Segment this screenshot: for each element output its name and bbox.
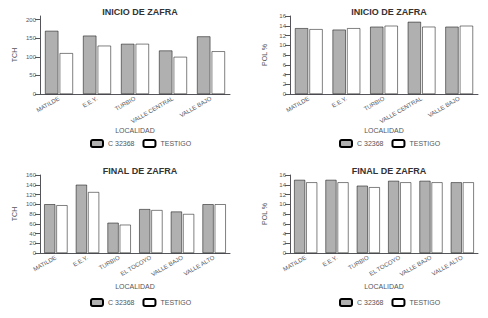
svg-text:14: 14 xyxy=(279,23,286,29)
svg-text:10: 10 xyxy=(279,42,286,48)
svg-text:100: 100 xyxy=(26,54,37,60)
svg-text:EL TOCOYO: EL TOCOYO xyxy=(119,254,152,277)
svg-text:0: 0 xyxy=(33,250,37,256)
svg-text:TURBIO: TURBIO xyxy=(114,95,137,112)
svg-text:TESTIGO: TESTIGO xyxy=(160,140,191,147)
svg-text:C 32368: C 32368 xyxy=(357,299,384,306)
svg-text:E.E.Y.: E.E.Y. xyxy=(321,254,338,267)
svg-text:4: 4 xyxy=(283,72,287,78)
svg-text:INICIO DE ZAFRA: INICIO DE ZAFRA xyxy=(102,7,178,17)
svg-text:50: 50 xyxy=(29,72,36,78)
svg-text:150: 150 xyxy=(26,35,37,41)
svg-text:E.E.Y.: E.E.Y. xyxy=(72,254,89,267)
svg-text:TESTIGO: TESTIGO xyxy=(409,140,440,147)
svg-text:LOCALIDAD: LOCALIDAD xyxy=(364,127,404,134)
svg-text:12: 12 xyxy=(279,192,286,198)
svg-text:VALLE BAJO: VALLE BAJO xyxy=(399,254,433,277)
svg-text:14: 14 xyxy=(279,182,286,188)
svg-text:6: 6 xyxy=(283,221,287,227)
svg-text:C 32368: C 32368 xyxy=(108,140,135,147)
svg-text:MATILDE: MATILDE xyxy=(285,95,310,113)
svg-text:TCH: TCH xyxy=(11,207,18,221)
svg-text:16: 16 xyxy=(279,13,286,19)
svg-text:EL TOCOYO: EL TOCOYO xyxy=(368,254,401,277)
svg-text:2: 2 xyxy=(283,240,287,246)
svg-text:TCH: TCH xyxy=(11,48,18,62)
svg-text:POL %: POL % xyxy=(261,203,268,225)
svg-text:E.E.Y.: E.E.Y. xyxy=(331,95,348,108)
svg-text:TESTIGO: TESTIGO xyxy=(160,299,191,306)
svg-text:140: 140 xyxy=(26,182,37,188)
svg-text:FINAL DE ZAFRA: FINAL DE ZAFRA xyxy=(103,166,178,176)
svg-text:VALLE BAJO: VALLE BAJO xyxy=(150,254,184,277)
svg-text:C 32368: C 32368 xyxy=(108,299,135,306)
svg-text:120: 120 xyxy=(26,192,37,198)
svg-text:E.E.Y.: E.E.Y. xyxy=(81,95,98,108)
svg-text:4: 4 xyxy=(283,231,287,237)
svg-text:VALLE ALTO: VALLE ALTO xyxy=(431,254,464,277)
svg-text:20: 20 xyxy=(29,240,36,246)
svg-text:VALLE BAJO: VALLE BAJO xyxy=(179,95,213,118)
svg-text:2: 2 xyxy=(283,81,287,87)
svg-text:160: 160 xyxy=(26,172,37,178)
svg-text:LOCALIDAD: LOCALIDAD xyxy=(115,283,155,290)
svg-text:FINAL DE ZAFRA: FINAL DE ZAFRA xyxy=(352,166,427,176)
svg-text:LOCALIDAD: LOCALIDAD xyxy=(364,283,404,290)
svg-text:12: 12 xyxy=(279,33,286,39)
svg-text:MATILDE: MATILDE xyxy=(35,95,60,113)
svg-text:TURBIO: TURBIO xyxy=(347,254,370,271)
svg-text:8: 8 xyxy=(283,211,287,217)
svg-text:INICIO DE ZAFRA: INICIO DE ZAFRA xyxy=(351,7,427,17)
svg-text:40: 40 xyxy=(29,231,36,237)
svg-text:0: 0 xyxy=(33,91,37,97)
svg-text:VALLE ALTO: VALLE ALTO xyxy=(183,254,216,277)
svg-text:MATILDE: MATILDE xyxy=(282,254,307,272)
svg-text:0: 0 xyxy=(283,250,287,256)
svg-text:TESTIGO: TESTIGO xyxy=(409,299,440,306)
svg-text:60: 60 xyxy=(29,221,36,227)
svg-text:80: 80 xyxy=(29,211,36,217)
svg-text:8: 8 xyxy=(283,52,287,58)
svg-text:200: 200 xyxy=(26,17,37,23)
svg-text:POL %: POL % xyxy=(261,44,268,66)
svg-text:C 32368: C 32368 xyxy=(357,140,384,147)
svg-text:6: 6 xyxy=(283,62,287,68)
svg-text:VALLE CENTRAL: VALLE CENTRAL xyxy=(130,95,175,124)
svg-text:MATILDE: MATILDE xyxy=(32,254,57,272)
svg-text:100: 100 xyxy=(26,201,37,207)
svg-text:VALLE BAJO: VALLE BAJO xyxy=(427,95,461,118)
svg-text:0: 0 xyxy=(283,91,287,97)
svg-text:TURBIO: TURBIO xyxy=(98,254,121,271)
svg-text:TURBIO: TURBIO xyxy=(363,95,386,112)
svg-text:16: 16 xyxy=(279,172,286,178)
svg-text:10: 10 xyxy=(279,201,286,207)
svg-text:LOCALIDAD: LOCALIDAD xyxy=(115,127,155,134)
svg-text:VALLE CENTRAL: VALLE CENTRAL xyxy=(379,95,424,124)
